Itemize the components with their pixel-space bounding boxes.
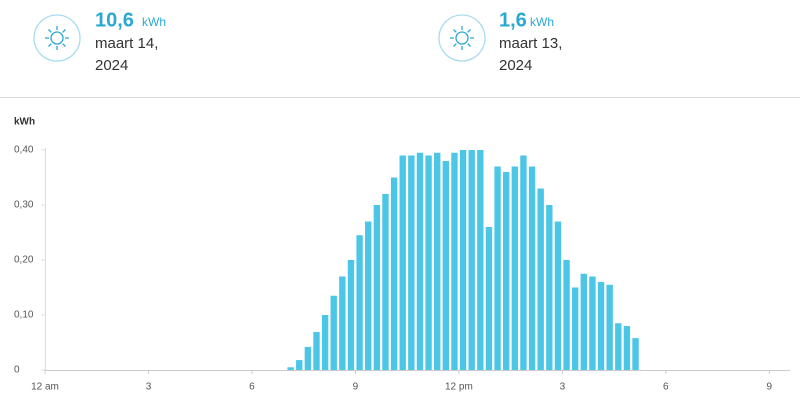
bar [321,315,329,370]
x-tick-label: 3 [560,382,566,393]
bar [459,150,467,370]
bar [451,152,458,370]
bar [434,152,441,370]
summary-value: 10,6 [95,9,134,31]
bar [287,367,294,370]
bar [606,284,613,370]
bar [589,276,596,370]
bar [365,221,372,370]
bar [373,205,381,370]
summary-year: 2024 [499,57,532,74]
bar [632,338,639,370]
bar [615,323,622,370]
sun-icon [33,14,81,62]
bar [571,287,579,370]
summary-unit: kWh [530,15,554,29]
bar [347,260,355,370]
y-tick-label: 0,30 [14,200,34,211]
bar [339,276,346,370]
bar [494,166,501,370]
x-tick-label: 6 [663,382,669,393]
y-tick-label: 0,10 [14,310,34,321]
bar [537,188,544,370]
bar [580,273,587,370]
bar [477,150,484,370]
bar [546,205,553,370]
y-axis-label: kWh [14,117,35,128]
summary-value: 1,6 [499,9,527,31]
bar [563,260,570,370]
y-tick-label: 0,40 [14,145,34,156]
bar [356,235,363,370]
summary-date: maart 13, [499,35,562,52]
bar [528,166,536,370]
bar [623,326,631,370]
bar [468,150,475,370]
bar [399,155,406,370]
summary-year: 2024 [95,57,128,74]
bar [390,177,398,370]
bar [520,155,527,370]
bar [511,166,519,370]
summary-date: maart 14, [95,35,158,52]
x-tick-label: 3 [146,382,152,393]
bar [313,332,320,370]
bar [330,295,337,370]
bar [597,282,605,370]
bar [304,346,312,370]
plot: 0 0,10 0,20 0,30 0,40 12 am 3 6 9 12 pm 3 6 9 [14,145,790,393]
x-tick-label: 12 am [31,382,59,393]
summary-unit: kWh [142,15,166,29]
bar [485,227,493,370]
y-tick-label: 0 [14,365,20,376]
x-tick-label: 9 [353,382,359,393]
bar [425,155,432,370]
x-tick-label: 9 [767,382,773,393]
bar [554,221,562,370]
bar [382,194,389,370]
x-tick-label: 6 [249,382,255,393]
x-tick-label: 12 pm [445,382,473,393]
y-tick-label: 0,20 [14,255,34,266]
bar [296,360,303,370]
bar [416,152,424,370]
bar [442,161,450,370]
bar [503,172,510,370]
bar [408,155,415,370]
sun-icon [438,14,486,62]
